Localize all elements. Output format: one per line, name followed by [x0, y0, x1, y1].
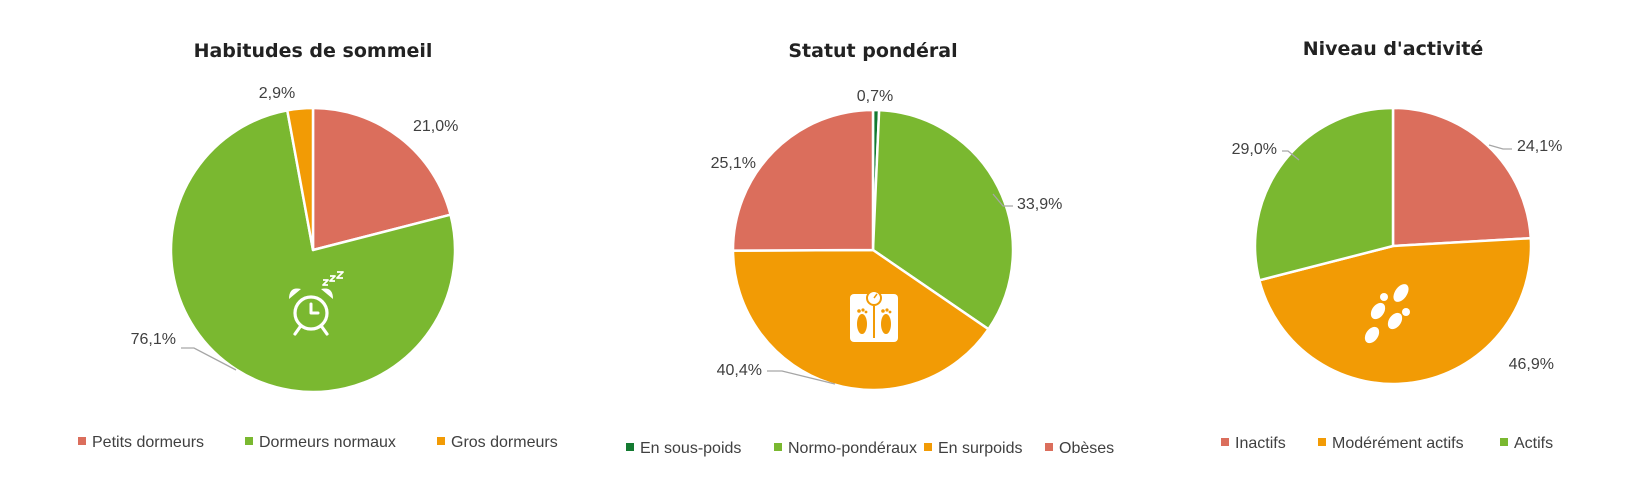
data-label: 76,1%: [131, 331, 176, 348]
footprints-icon: [1364, 284, 1410, 344]
leader-line: [992, 193, 1013, 207]
chart-title: Habitudes de sommeil: [194, 40, 433, 62]
pie-slice-petits-dormeurs: [311, 106, 452, 252]
legend-item: Actifs: [1500, 435, 1553, 452]
legend-item: Normo-pondéraux: [774, 440, 917, 457]
pie-slice-ob-ses: [731, 108, 875, 252]
data-label: 46,9%: [1509, 356, 1554, 373]
legend-item: Modérément actifs: [1318, 435, 1464, 452]
legend-item: Inactifs: [1221, 435, 1286, 452]
legend-item: Gros dormeurs: [437, 434, 558, 451]
legend-swatch: [1045, 443, 1053, 451]
legend-label: Modérément actifs: [1332, 435, 1464, 452]
legend-item: Obèses: [1045, 440, 1114, 457]
leader-line: [1282, 150, 1300, 161]
legend-swatch: [437, 437, 445, 445]
legend-label: Gros dormeurs: [451, 434, 558, 451]
data-label: 40,4%: [717, 362, 762, 379]
data-label: 2,9%: [259, 85, 295, 102]
legend-item: Dormeurs normaux: [245, 434, 396, 451]
legend-swatch: [1221, 438, 1229, 446]
pie-slice-actifs: [1253, 106, 1395, 282]
pie-slice-gros-dormeurs: [286, 106, 315, 252]
legend-label: En surpoids: [938, 440, 1023, 457]
leader-line: [181, 347, 237, 371]
legend-label: Inactifs: [1235, 435, 1286, 452]
data-label: 29,0%: [1232, 141, 1277, 158]
data-label: 24,1%: [1517, 138, 1562, 155]
legend-swatch: [1318, 438, 1326, 446]
legend-label: Dormeurs normaux: [259, 434, 396, 451]
legend-swatch: [774, 443, 782, 451]
data-label: 0,7%: [857, 88, 893, 105]
legend-swatch: [924, 443, 932, 451]
legend-item: En sous-poids: [626, 440, 741, 457]
legend-label: En sous-poids: [640, 440, 741, 457]
legend-label: Normo-pondéraux: [788, 440, 917, 457]
legend-label: Obèses: [1059, 440, 1114, 457]
legend-swatch: [1500, 438, 1508, 446]
data-label: 25,1%: [711, 155, 756, 172]
data-label: 21,0%: [413, 118, 458, 135]
pie-slice-inactifs: [1391, 106, 1533, 248]
pie-slice-normo-pond-raux: [871, 108, 1015, 331]
pie-chart-3: Niveau d'activité 24,1% 46,9% 29,0% Inactifs…: [1221, 38, 1562, 452]
pie-chart-2: Statut pondéral 0,7% 33,9% 40,4% 25,1% En sou…: [626, 40, 1114, 457]
data-label: 33,9%: [1017, 196, 1062, 213]
legend-label: Actifs: [1514, 435, 1553, 452]
legend-swatch: [245, 437, 253, 445]
chart-title: Niveau d'activité: [1303, 38, 1484, 60]
leader-line: [1488, 144, 1512, 150]
legend-item: En surpoids: [924, 440, 1023, 457]
legend-item: Petits dormeurs: [78, 434, 204, 451]
bathroom-scale-icon: [850, 290, 898, 342]
legend-swatch: [78, 437, 86, 445]
legend-swatch: [626, 443, 634, 451]
pie-chart-1: Habitudes de sommeil 21,0% 76,1% 2,9% Petits…: [78, 40, 558, 451]
alarm-clock-sleep-icon: [289, 271, 344, 336]
legend-label: Petits dormeurs: [92, 434, 204, 451]
leader-line: [767, 370, 836, 385]
chart-title: Statut pondéral: [788, 40, 957, 62]
pie-slice-mod-r-ment-actifs: [1258, 236, 1533, 386]
